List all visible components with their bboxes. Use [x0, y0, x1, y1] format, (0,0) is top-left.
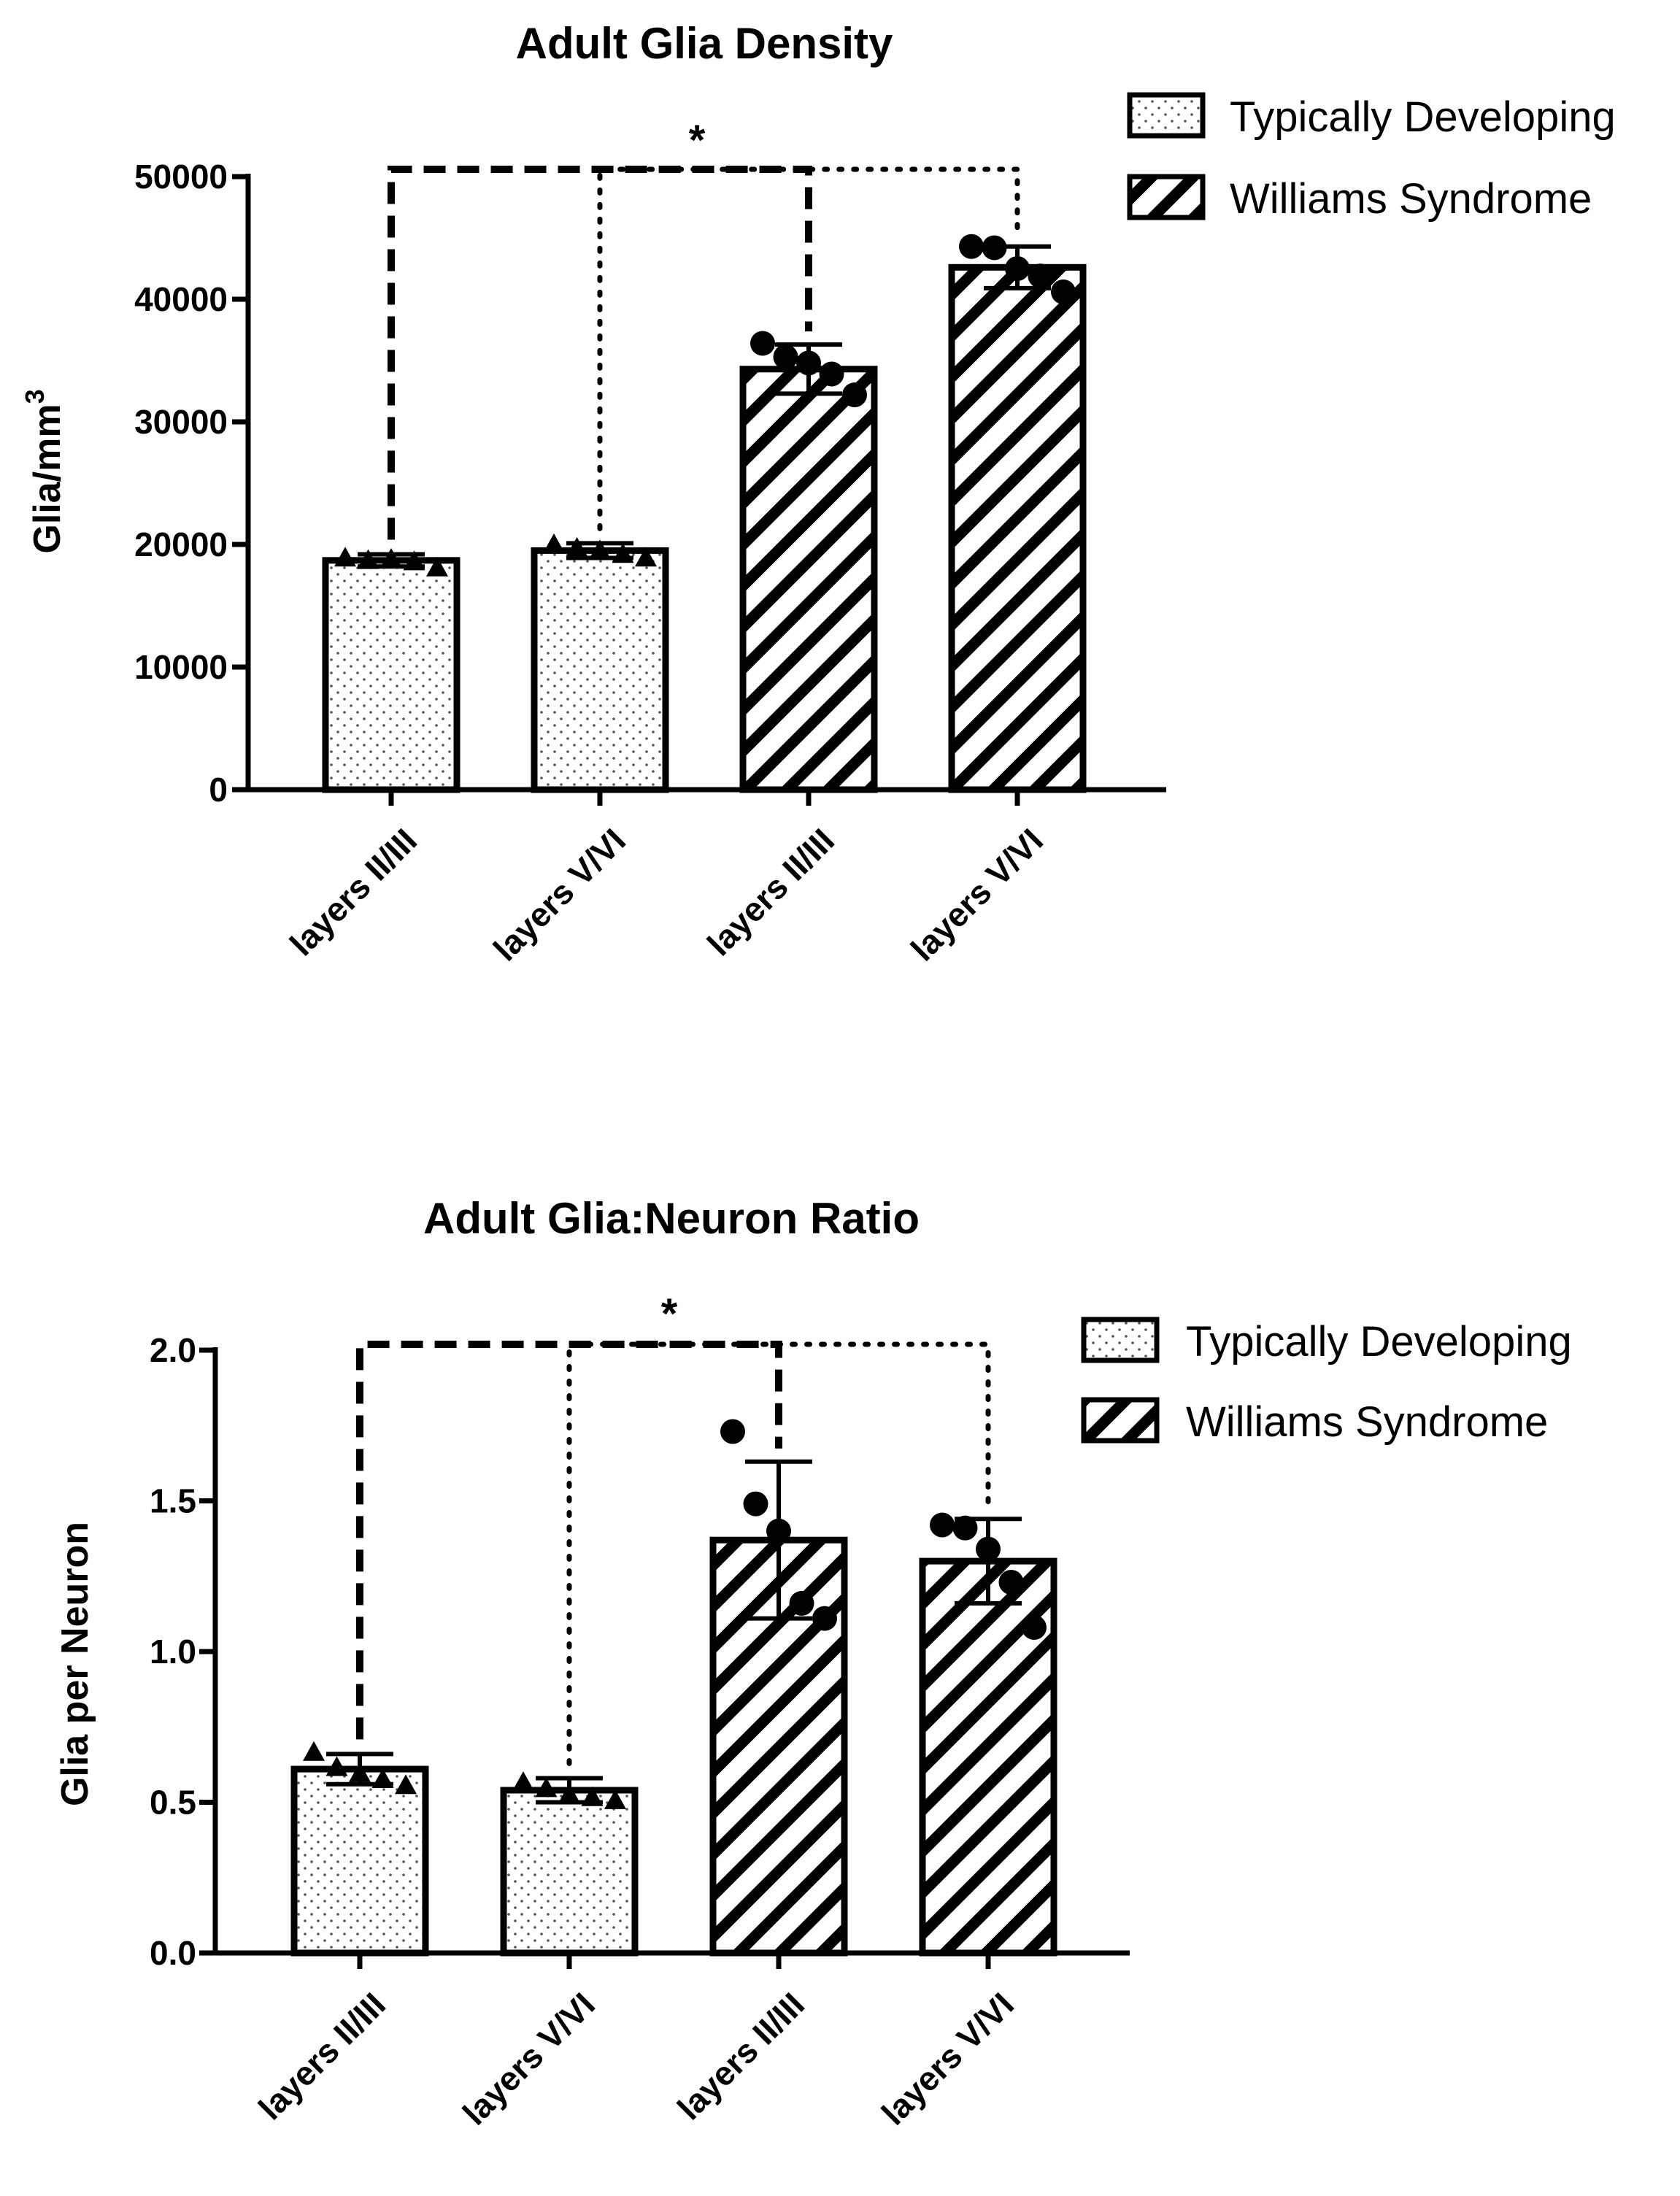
- data-point-triangle: [357, 549, 379, 569]
- y-tick-label: 0: [209, 771, 228, 809]
- bar: [290, 1765, 429, 1957]
- data-point-circle: [720, 1419, 745, 1444]
- dashed-bracket-layers-ii-iii: [388, 166, 812, 540]
- data-point-circle: [1005, 256, 1030, 281]
- chart-title: Adult Glia Density: [516, 19, 893, 68]
- data-point-circle: [819, 361, 844, 387]
- data-point-circle: [1022, 1614, 1047, 1640]
- data-point-circle: [1051, 279, 1076, 304]
- dotted-bracket-layers-v-vi: [597, 166, 1020, 531]
- data-point-triangle: [543, 533, 565, 553]
- y-tick-label: 20000: [134, 525, 228, 563]
- data-point-triangle: [612, 543, 634, 563]
- data-point-circle: [789, 1590, 814, 1616]
- bar: [948, 263, 1087, 793]
- legend-swatch-williams: [1127, 174, 1206, 220]
- data-point-triangle: [349, 1762, 371, 1782]
- data-point-circle: [812, 1606, 837, 1631]
- data-point-triangle: [512, 1771, 534, 1792]
- data-point-triangle: [380, 547, 402, 568]
- data-point-circle: [1028, 263, 1053, 289]
- data-point-triangle: [581, 1786, 604, 1806]
- legend: Typically Developing Williams Syndrome: [1081, 1317, 1572, 1446]
- y-tick-label: 1.5: [150, 1482, 196, 1520]
- data-point-triangle: [635, 547, 657, 567]
- y-tick-label: 0.0: [150, 1934, 196, 1972]
- y-tick-label: 10000: [134, 648, 228, 686]
- x-tick-label: layers V/VI: [903, 821, 1050, 968]
- y-tick-label: 30000: [134, 403, 228, 441]
- dotted-bracket-layers-v-vi: [566, 1341, 991, 1766]
- legend-swatch-typical: [1127, 92, 1206, 139]
- x-tick-label: layers II/III: [700, 821, 841, 963]
- data-point-circle: [959, 234, 984, 259]
- significance-brackets: [388, 166, 1020, 540]
- data-point-circle: [982, 235, 1007, 261]
- glia-neuron-ratio-chart: Adult Glia:Neuron Ratio Glia per Neuron …: [54, 1194, 1572, 2133]
- legend-swatch-typical: [1081, 1317, 1160, 1363]
- data-point-triangle: [558, 1783, 580, 1803]
- y-tick-label: 0.5: [150, 1784, 196, 1822]
- legend-swatch-williams: [1081, 1397, 1160, 1444]
- data-point-triangle: [325, 1756, 348, 1776]
- significance-star: *: [689, 117, 706, 164]
- data-point-circle: [930, 1512, 955, 1538]
- y-axis-label-main: Glia/mm: [26, 404, 69, 553]
- legend-label-williams: Williams Syndrome: [1186, 1398, 1548, 1446]
- dashed-bracket-layers-ii-iii: [356, 1341, 782, 1740]
- chart-title: Adult Glia:Neuron Ratio: [423, 1194, 920, 1243]
- significance-brackets: [356, 1341, 991, 1766]
- x-tick-label: layers V/VI: [455, 1985, 602, 2132]
- data-point-triangle: [589, 539, 611, 560]
- data-point-circle: [842, 382, 867, 408]
- bar: [531, 547, 669, 793]
- y-tick-label: 40000: [134, 280, 228, 318]
- y-axis-label-superscript: 3: [20, 389, 50, 404]
- legend-label-typical: Typically Developing: [1186, 1318, 1572, 1365]
- y-axis-label: Glia/mm3: [20, 389, 69, 553]
- bar: [322, 557, 461, 793]
- data-point-triangle: [426, 556, 448, 577]
- data-point-triangle: [334, 547, 356, 567]
- data-point-circle: [952, 1515, 978, 1541]
- data-point-triangle: [566, 536, 588, 557]
- y-tick-label: 1.0: [150, 1633, 196, 1671]
- x-tick-label: layers II/III: [251, 1985, 393, 2127]
- data-point-triangle: [535, 1777, 558, 1798]
- x-tick-label: layers V/VI: [874, 1985, 1021, 2132]
- legend-label-williams: Williams Syndrome: [1230, 175, 1592, 223]
- data-point-triangle: [371, 1768, 394, 1788]
- y-axis-label: Glia per Neuron: [54, 1522, 96, 1806]
- bar: [739, 366, 878, 793]
- data-point-circle: [766, 1518, 791, 1544]
- legend: Typically Developing Williams Syndrome: [1127, 92, 1616, 223]
- y-tick-label: 50000: [134, 158, 228, 196]
- data-point-circle: [796, 350, 821, 376]
- data-point-circle: [750, 331, 775, 356]
- data-point-triangle: [395, 1774, 417, 1795]
- x-tick-label: layers II/III: [670, 1985, 812, 2127]
- bar: [500, 1787, 639, 1957]
- data-point-triangle: [403, 550, 425, 571]
- legend-label-typical: Typically Developing: [1230, 93, 1616, 141]
- data-point-circle: [976, 1536, 1001, 1562]
- x-tick-label: layers V/VI: [486, 821, 633, 968]
- data-point-triangle: [303, 1741, 325, 1761]
- data-point-circle: [998, 1570, 1024, 1595]
- x-tick-label: layers II/III: [282, 821, 424, 963]
- data-point-circle: [773, 344, 798, 369]
- glia-density-chart: Adult Glia Density Glia/mm3 Typically De…: [20, 19, 1616, 968]
- significance-star: *: [661, 1290, 678, 1338]
- data-point-circle: [743, 1491, 768, 1517]
- data-point-triangle: [604, 1789, 626, 1809]
- y-tick-label: 2.0: [150, 1331, 196, 1369]
